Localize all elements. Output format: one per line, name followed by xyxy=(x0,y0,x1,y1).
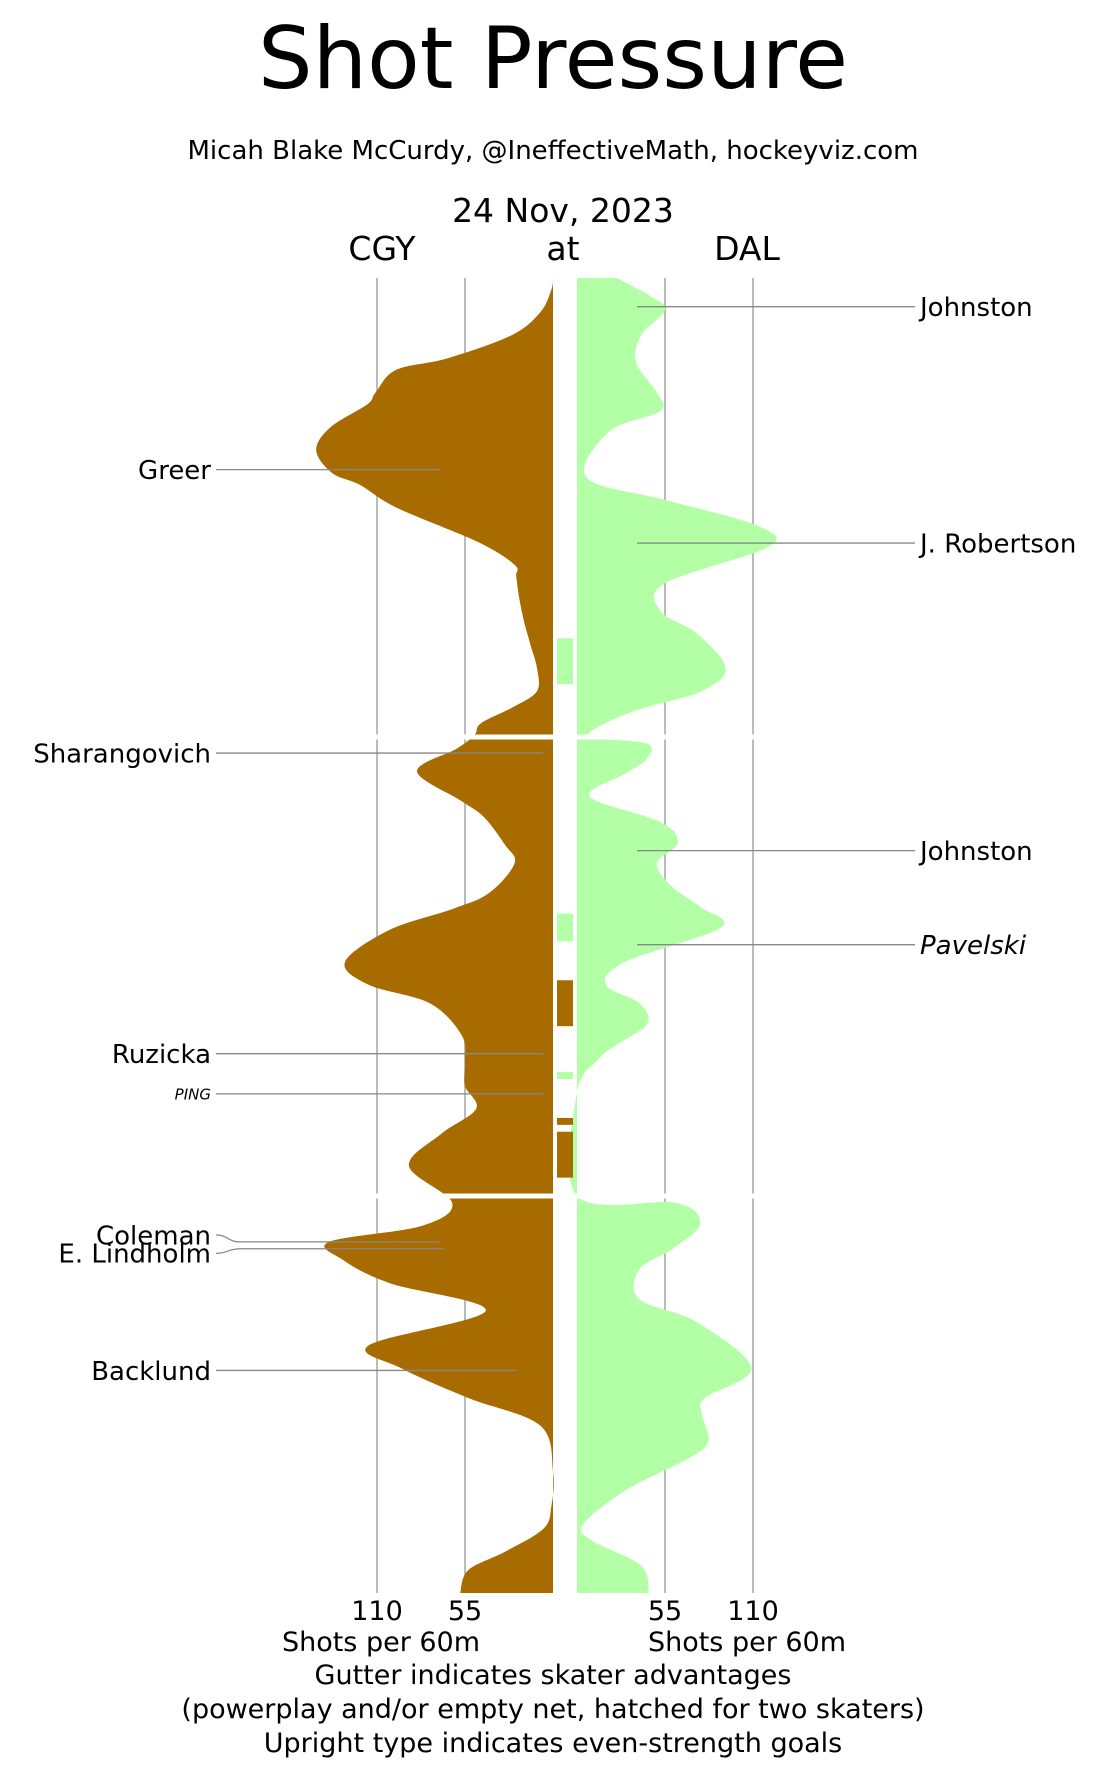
goal-label-johnston: Johnston xyxy=(918,837,1033,867)
period-separator-2 xyxy=(300,1193,820,1199)
goal-label-ping: PING xyxy=(175,1085,211,1103)
chart-title: Shot Pressure xyxy=(258,9,848,109)
period-separator-1 xyxy=(300,734,820,740)
goal-label-coleman: Coleman xyxy=(96,1221,211,1251)
home-axis-label: Shots per 60m xyxy=(648,1627,846,1658)
tick-label-left-55: 55 xyxy=(448,1596,482,1627)
goal-label-j-robertson: J. Robertson xyxy=(918,529,1076,559)
footer-note-gutter: Gutter indicates skater advantages xyxy=(315,1660,792,1691)
goal-label-e-lindholm: E. Lindholm xyxy=(58,1240,211,1270)
tick-label-right-55: 55 xyxy=(648,1596,682,1627)
team-separator: at xyxy=(546,229,579,268)
gutter-bar-cgy xyxy=(557,1131,573,1178)
gutter-bar-dal xyxy=(557,638,573,685)
goal-label-sharangovich: Sharangovich xyxy=(33,739,211,769)
area-dal xyxy=(568,278,777,1594)
gutter-bar-dal xyxy=(557,1072,573,1079)
goal-leader-line xyxy=(215,1248,445,1255)
goal-leader-line xyxy=(215,1234,439,1243)
tick-label-right-110: 110 xyxy=(727,1596,779,1627)
goal-label-greer: Greer xyxy=(138,456,211,486)
gutter-bar-cgy xyxy=(557,980,573,1027)
goal-label-pavelski: Pavelski xyxy=(920,931,1027,961)
away-team-label: CGY xyxy=(348,229,416,268)
gutter-bar-cgy xyxy=(557,1117,573,1125)
goal-label-backlund: Backlund xyxy=(91,1357,211,1387)
chart-subtitle: Micah Blake McCurdy, @IneffectiveMath, h… xyxy=(188,136,919,166)
game-date: 24 Nov, 2023 xyxy=(452,191,674,230)
plot-area: 55 55 110 110 Johnston Greer J. Robertson Shara… xyxy=(33,278,1076,1627)
gutter-bar-dal xyxy=(557,913,573,942)
tick-label-left-110: 110 xyxy=(351,1596,403,1627)
footer-note-upright: Upright type indicates even-strength goa… xyxy=(264,1728,842,1759)
away-axis-label: Shots per 60m xyxy=(282,1627,480,1658)
goal-label-ruzicka: Ruzicka xyxy=(112,1040,211,1070)
home-team-label: DAL xyxy=(714,229,780,268)
area-cgy xyxy=(316,278,554,1594)
goal-label-johnston: Johnston xyxy=(918,293,1033,323)
footer-note-hatched: (powerplay and/or empty net, hatched for… xyxy=(181,1694,924,1725)
